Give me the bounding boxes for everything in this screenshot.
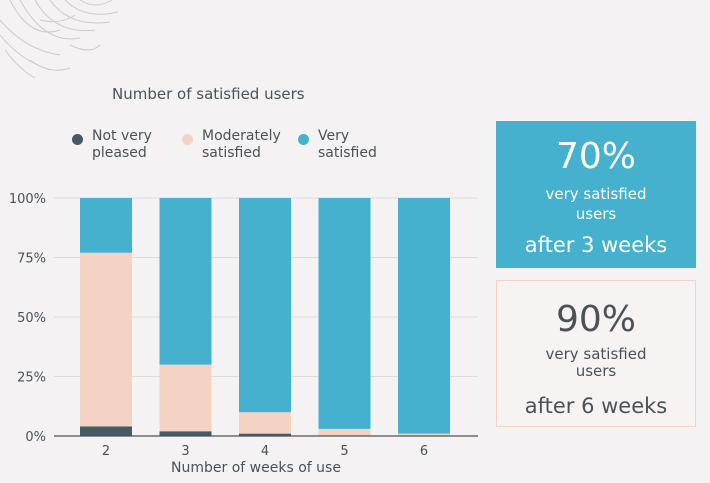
flower-illustration-icon [0, 0, 119, 79]
stacked-bar-chart: 0% 25% 50% 75% 100% 2 3 4 5 6 Number of weeks of u… [9, 192, 478, 476]
bar-segment-very-satisfied [398, 198, 450, 434]
stat-description: users [575, 205, 617, 223]
bar-segment-very-satisfied [159, 198, 212, 365]
y-tick-label: 75% [17, 252, 46, 267]
stat-card-3-weeks: 70% very satisfied users after 3 weeks [496, 121, 696, 268]
x-tick-label: 6 [420, 444, 428, 459]
stat-value: 70% [555, 136, 636, 177]
legend-label-very-satisfied: Very satisfied [318, 128, 377, 161]
y-tick-label: 25% [17, 371, 46, 386]
bar-segment-moderately-satisfied [398, 433, 450, 436]
y-tick-label: 100% [9, 192, 46, 207]
legend-swatch-very-satisfied [298, 134, 309, 145]
bar-segment-very-satisfied [239, 198, 291, 413]
bar-segment-not-very-pleased [80, 426, 132, 436]
stat-footer: after 6 weeks [524, 394, 668, 418]
stat-card-6-weeks: 90% very satisfied users after 6 weeks [496, 280, 696, 427]
x-tick-label: 5 [340, 444, 348, 459]
chart-title: Number of satisfied users [112, 85, 305, 103]
bar-segment-not-very-pleased [239, 433, 291, 436]
x-tick-label: 3 [181, 444, 189, 459]
bar-segment-moderately-satisfied [159, 364, 212, 432]
legend-label-not-very-pleased: Not very pleased [92, 128, 152, 161]
bar-segment-moderately-satisfied [80, 252, 132, 427]
legend-label-moderately-satisfied: Moderately satisfied [202, 128, 281, 161]
y-tick-label: 0% [25, 430, 46, 445]
stat-value: 90% [555, 299, 636, 340]
bar-segment-moderately-satisfied [239, 412, 291, 434]
stat-description: users [575, 362, 617, 380]
bar-segment-very-satisfied [318, 198, 371, 429]
stat-description: very satisfied [545, 185, 647, 203]
x-axis-title: Number of weeks of use [171, 460, 341, 476]
x-tick-label: 2 [102, 444, 110, 459]
legend-swatch-not-very-pleased [72, 134, 83, 145]
legend-swatch-moderately-satisfied [182, 134, 193, 145]
y-tick-label: 50% [17, 311, 46, 326]
bar-segment-not-very-pleased [159, 431, 212, 436]
x-tick-label: 4 [261, 444, 269, 459]
stat-description: very satisfied [545, 345, 647, 363]
bar-segment-very-satisfied [80, 198, 132, 253]
bar-segment-moderately-satisfied [318, 428, 371, 436]
stat-footer: after 3 weeks [524, 233, 668, 257]
